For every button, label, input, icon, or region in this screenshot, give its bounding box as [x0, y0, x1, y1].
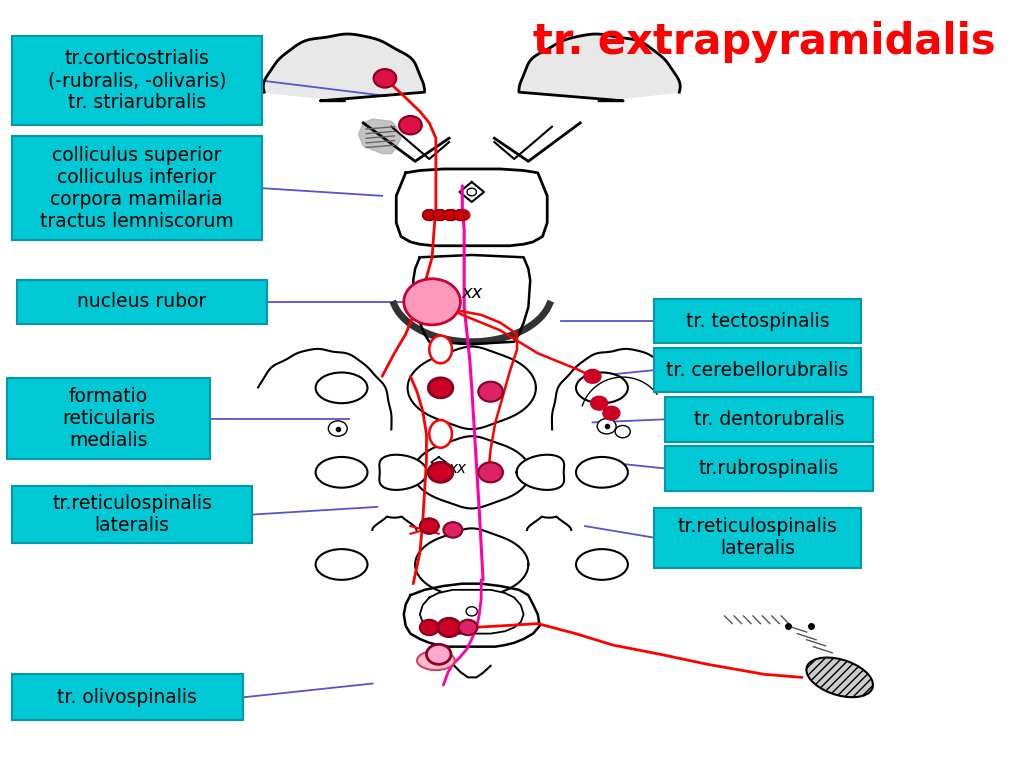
- Text: xx: xx: [449, 461, 467, 476]
- Circle shape: [597, 419, 616, 434]
- Ellipse shape: [429, 420, 452, 448]
- Polygon shape: [408, 346, 536, 429]
- Text: tr.reticulospinalis
lateralis: tr.reticulospinalis lateralis: [52, 494, 212, 535]
- Ellipse shape: [315, 457, 368, 488]
- Circle shape: [457, 210, 470, 220]
- Ellipse shape: [429, 336, 452, 363]
- FancyBboxPatch shape: [7, 378, 210, 459]
- Circle shape: [426, 644, 451, 664]
- Polygon shape: [358, 119, 401, 154]
- Circle shape: [329, 421, 347, 436]
- FancyBboxPatch shape: [16, 280, 266, 324]
- FancyBboxPatch shape: [666, 446, 872, 491]
- Ellipse shape: [806, 657, 873, 697]
- Circle shape: [603, 406, 620, 420]
- Ellipse shape: [575, 457, 628, 488]
- Ellipse shape: [315, 372, 368, 403]
- Circle shape: [403, 279, 461, 325]
- Polygon shape: [415, 528, 528, 601]
- Text: xx: xx: [461, 284, 482, 303]
- FancyBboxPatch shape: [654, 508, 861, 568]
- FancyBboxPatch shape: [12, 137, 262, 240]
- Text: tr. extrapyramidalis: tr. extrapyramidalis: [532, 22, 995, 63]
- Polygon shape: [460, 182, 484, 202]
- Polygon shape: [396, 169, 547, 246]
- Ellipse shape: [417, 651, 455, 670]
- Circle shape: [420, 620, 438, 635]
- FancyBboxPatch shape: [666, 397, 872, 442]
- Ellipse shape: [315, 549, 368, 580]
- Circle shape: [423, 210, 436, 220]
- Circle shape: [615, 425, 630, 438]
- Text: formatio
reticularis
medialis: formatio reticularis medialis: [61, 387, 155, 450]
- Circle shape: [433, 210, 446, 220]
- Circle shape: [478, 462, 503, 482]
- Circle shape: [478, 382, 503, 402]
- FancyBboxPatch shape: [654, 348, 861, 392]
- Polygon shape: [420, 590, 523, 634]
- Text: nucleus rubor: nucleus rubor: [77, 293, 206, 311]
- Ellipse shape: [575, 549, 628, 580]
- Polygon shape: [414, 255, 530, 344]
- Circle shape: [584, 369, 601, 383]
- Polygon shape: [516, 455, 564, 490]
- Circle shape: [438, 618, 461, 637]
- Polygon shape: [414, 436, 530, 508]
- Circle shape: [428, 462, 453, 482]
- Circle shape: [454, 210, 467, 220]
- Text: tr.reticulospinalis
lateralis: tr.reticulospinalis lateralis: [678, 517, 838, 558]
- Text: tr. olivospinalis: tr. olivospinalis: [57, 688, 198, 707]
- Polygon shape: [519, 34, 680, 101]
- Circle shape: [374, 69, 396, 88]
- Polygon shape: [379, 455, 427, 490]
- Polygon shape: [263, 34, 425, 101]
- Circle shape: [423, 210, 436, 220]
- FancyBboxPatch shape: [12, 674, 243, 720]
- Circle shape: [445, 210, 459, 220]
- Text: tr. tectospinalis: tr. tectospinalis: [686, 312, 829, 330]
- Text: colliculus superior
colliculus inferior
corpora mamilaria
tractus lemniscorum: colliculus superior colliculus inferior …: [40, 146, 233, 230]
- Circle shape: [443, 210, 457, 220]
- FancyBboxPatch shape: [12, 37, 262, 124]
- Text: tr. cerebellorubralis: tr. cerebellorubralis: [667, 361, 849, 379]
- Circle shape: [467, 188, 476, 196]
- Text: tr.rubrospinalis: tr.rubrospinalis: [698, 459, 839, 478]
- Circle shape: [443, 522, 462, 538]
- Circle shape: [420, 518, 438, 534]
- Circle shape: [591, 396, 607, 410]
- Circle shape: [459, 620, 477, 635]
- Polygon shape: [403, 584, 540, 647]
- Text: tr.corticostrialis
(-rubralis, -olivaris)
tr. striarubralis: tr.corticostrialis (-rubralis, -olivaris…: [47, 49, 226, 112]
- FancyBboxPatch shape: [12, 486, 252, 544]
- Circle shape: [434, 210, 447, 220]
- Circle shape: [399, 116, 422, 134]
- Circle shape: [428, 378, 453, 398]
- Circle shape: [466, 607, 477, 616]
- Ellipse shape: [575, 372, 628, 403]
- FancyBboxPatch shape: [654, 299, 861, 343]
- Text: tr. dentorubralis: tr. dentorubralis: [693, 410, 844, 429]
